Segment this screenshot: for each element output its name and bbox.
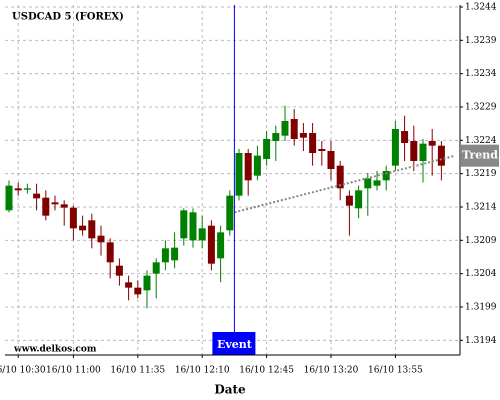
- candle-body: [171, 247, 179, 261]
- candle-body: [309, 133, 317, 153]
- candle-body: [272, 133, 280, 141]
- candle-body: [263, 139, 271, 159]
- x-axis-title: Date: [214, 383, 246, 397]
- y-tick-label: 1.3194: [465, 336, 497, 346]
- candle-body: [51, 202, 59, 205]
- candle-body: [290, 119, 298, 139]
- candle-body: [88, 220, 96, 239]
- y-tick-label: 1.3244: [465, 3, 497, 13]
- candle-body: [253, 155, 261, 176]
- candle-body: [106, 242, 114, 263]
- event-label-box: [212, 332, 256, 355]
- candle-body: [97, 235, 105, 243]
- candle-body: [79, 225, 87, 231]
- candle-body: [299, 133, 307, 138]
- watermark: www.delkos.com: [13, 345, 97, 355]
- candle-body: [235, 153, 243, 196]
- candle-body: [419, 143, 427, 161]
- candle-body: [364, 178, 372, 189]
- trend-label: Trend: [462, 149, 498, 162]
- candle-body: [345, 195, 353, 206]
- candle-body: [198, 228, 206, 241]
- x-tick-label: 16/10 10:30: [0, 366, 46, 376]
- trend-label-box: [461, 144, 499, 167]
- candle-body: [125, 282, 133, 288]
- chart-title: USDCAD 5 (FOREX): [12, 12, 124, 23]
- y-tick-label: 1.3204: [465, 269, 497, 279]
- candle-body: [281, 121, 289, 136]
- candle-body: [33, 193, 41, 199]
- candle-body: [14, 188, 22, 191]
- y-tick-label: 1.3234: [465, 69, 497, 79]
- candle-body: [115, 265, 123, 276]
- candle-body: [318, 149, 326, 151]
- y-tick-label: 1.3209: [465, 236, 497, 246]
- candle-body: [42, 197, 50, 216]
- event-label: Event: [217, 338, 253, 351]
- candle-body: [152, 262, 160, 274]
- y-tick-label: 1.3219: [465, 169, 497, 179]
- x-tick-label: 16/10 12:10: [175, 366, 230, 376]
- x-tick-label: 16/10 13:55: [368, 366, 423, 376]
- candle-body: [180, 210, 188, 239]
- x-tick-label: 16/10 11:00: [46, 366, 101, 376]
- candle-body: [60, 204, 68, 208]
- x-tick-label: 16/10 11:35: [110, 366, 165, 376]
- x-tick-label: 16/10 12:45: [239, 366, 294, 376]
- candle-body: [327, 151, 335, 169]
- candle-body: [410, 141, 418, 161]
- y-tick-label: 1.3199: [465, 303, 497, 313]
- candle-body: [161, 248, 169, 263]
- candle-body: [336, 165, 344, 189]
- candle-body: [143, 275, 151, 291]
- candle-body: [69, 207, 77, 229]
- candle-body: [226, 195, 234, 231]
- candle-body: [391, 129, 399, 166]
- y-tick-label: 1.3214: [465, 203, 497, 213]
- y-tick-label: 1.3229: [465, 103, 497, 113]
- candle-body: [244, 153, 252, 181]
- candle-body: [373, 180, 381, 186]
- candle-body: [428, 141, 436, 146]
- candle-body: [382, 171, 390, 181]
- candle-body: [437, 145, 445, 166]
- y-tick-label: 1.3239: [465, 36, 497, 46]
- x-tick-label: 16/10 13:20: [304, 366, 359, 376]
- candle-body: [401, 131, 409, 143]
- candle-body: [189, 212, 197, 241]
- candle-body: [217, 232, 225, 259]
- y-tick-label: 1.3224: [465, 136, 497, 146]
- candle-body: [207, 225, 215, 264]
- trend-line: [234, 154, 456, 214]
- candle-body: [355, 190, 363, 209]
- candle-body: [134, 287, 142, 295]
- candle-body: [5, 185, 13, 211]
- candle-body: [23, 188, 31, 190]
